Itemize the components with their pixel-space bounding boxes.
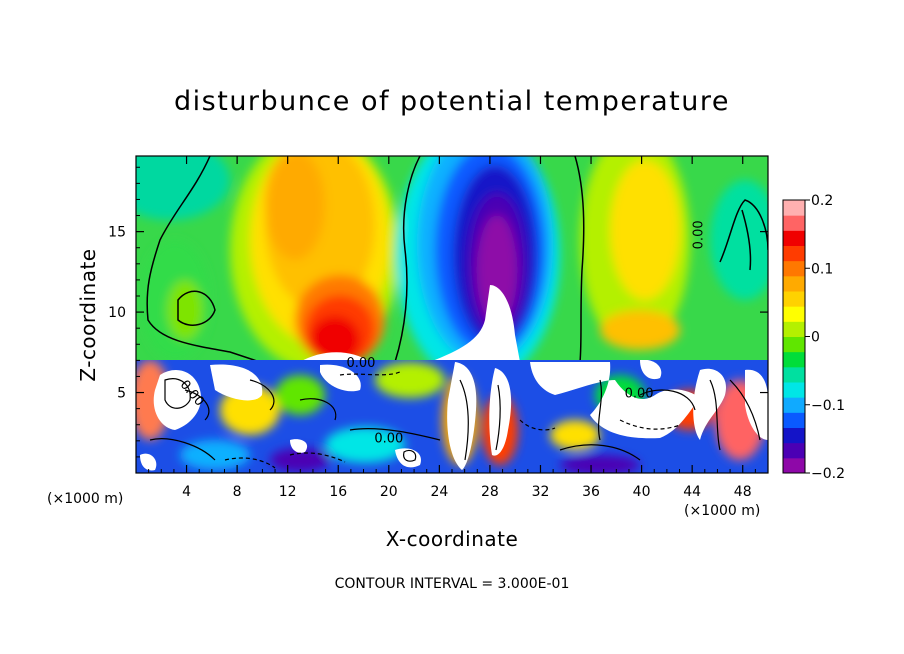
x-tick-label: 36 [582, 484, 600, 500]
colorbar-tick-label: −0.1 [811, 398, 845, 414]
y-axis-label: Z-coordinate [76, 248, 100, 382]
colorbar-swatch [783, 397, 805, 413]
x-tick-label: 32 [532, 484, 550, 500]
colorbar-swatch [783, 260, 805, 277]
x-tick-label: 20 [380, 484, 398, 500]
colorbar-swatch [783, 321, 805, 337]
y-tick-label: 10 [108, 305, 126, 321]
colorbar-swatch [783, 457, 805, 474]
contour-label: 0.00 [625, 386, 654, 401]
x-ticks: 4 8 12 16 20 24 28 32 36 40 44 48 [148, 156, 756, 500]
lower-field [136, 360, 768, 473]
x-axis-label: X-coordinate [385, 527, 519, 551]
colorbar: 0.2 0.1 0 −0.1 −0.2 [782, 193, 845, 482]
x-tick-label: 4 [182, 484, 191, 500]
colorbar-swatch [783, 351, 805, 368]
y-ticks: 5 10 15 [108, 166, 768, 458]
colorbar-swatch [783, 306, 805, 322]
upper-field [136, 156, 768, 362]
colorbar-tick-label: −0.2 [811, 466, 845, 482]
colorbar-swatch [783, 275, 805, 292]
colorbar-swatch [783, 336, 805, 353]
colorbar-swatch [783, 291, 805, 307]
colorbar-tick-label: 0.1 [811, 261, 833, 277]
colorbar-swatch [783, 200, 805, 216]
colorbar-swatch [783, 442, 805, 459]
colorbar-swatch [783, 366, 805, 383]
x-unit-label-right: (×1000 m) [684, 503, 761, 519]
x-tick-label: 44 [683, 484, 701, 500]
y-tick-label: 5 [117, 386, 126, 402]
contour-label: 0.00 [374, 431, 403, 446]
x-unit-label-left: (×1000 m) [47, 491, 124, 507]
colorbar-tick-label: 0.2 [811, 193, 833, 209]
contour-interval-note: CONTOUR INTERVAL = 3.000E-01 [334, 576, 570, 592]
contour-label: 0.00 [691, 220, 706, 249]
x-tick-label: 24 [430, 484, 448, 500]
colorbar-swatch [783, 382, 805, 398]
x-tick-label: 40 [633, 484, 651, 500]
y-tick-label: 15 [108, 225, 126, 241]
colorbar-tick-label: 0 [811, 330, 820, 346]
contour-label: 0.00 [347, 356, 376, 371]
x-tick-label: 16 [329, 484, 347, 500]
x-tick-label: 12 [279, 484, 297, 500]
colorbar-swatch [783, 245, 805, 262]
colorbar-swatch [783, 215, 805, 231]
colorbar-swatch [783, 230, 805, 246]
colorbar-swatch [783, 412, 805, 428]
x-tick-label: 28 [481, 484, 499, 500]
x-tick-label: 48 [734, 484, 752, 500]
chart-title: disturbunce of potential temperature [174, 86, 730, 117]
colorbar-swatch [783, 427, 805, 444]
x-tick-label: 8 [233, 484, 242, 500]
